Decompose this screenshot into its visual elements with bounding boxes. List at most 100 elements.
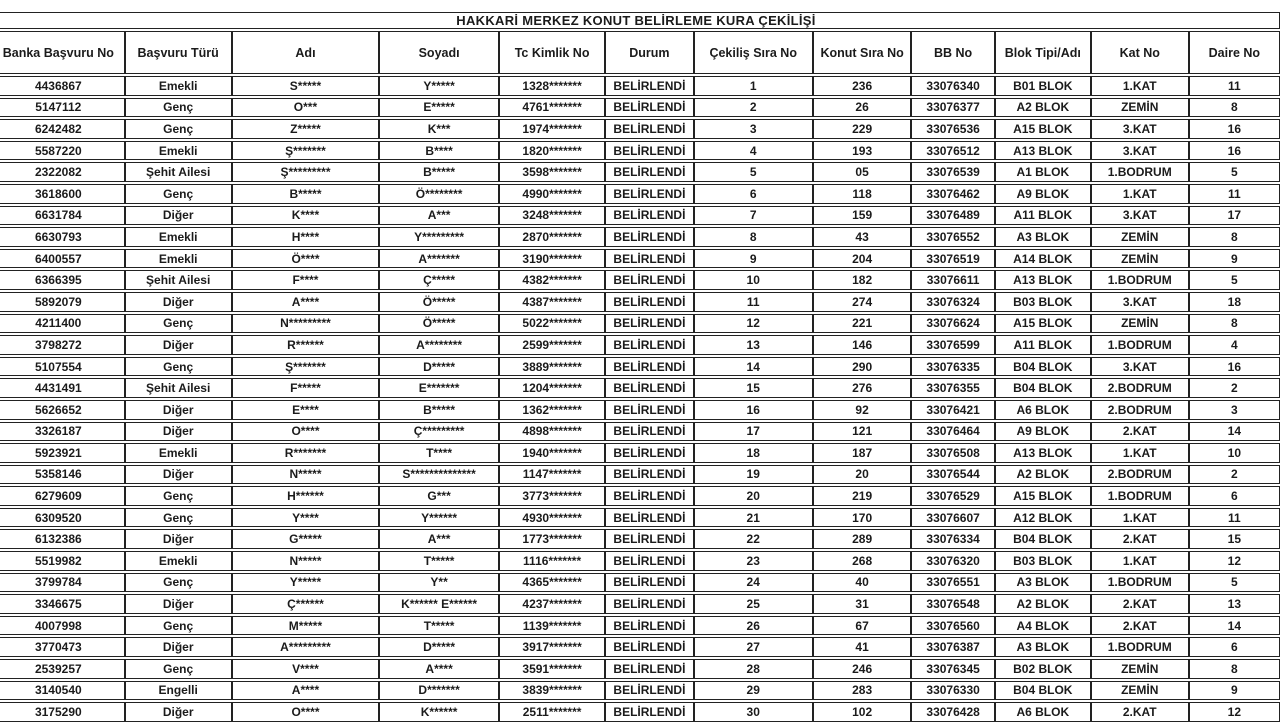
- cell-konut-sira-no: 289: [812, 529, 912, 550]
- cell-adi: Y*****: [231, 572, 380, 593]
- cell-daire-no: 16: [1188, 119, 1280, 139]
- table-row: 4007998 Genç M***** T***** 1139******* BELİRL…: [0, 615, 1280, 636]
- cell-kat-no: 2.KAT: [1090, 594, 1189, 614]
- cell-blok-tipi-adi: A13 BLOK: [994, 270, 1091, 290]
- cell-kat-no: 3.KAT: [1090, 205, 1189, 226]
- cell-bb-no: 33076421: [911, 399, 995, 420]
- cell-cekilis-sira-no: 2: [693, 97, 813, 118]
- cell-adi: O****: [231, 421, 380, 442]
- cell-konut-sira-no: 41: [812, 637, 912, 658]
- cell-cekilis-sira-no: 7: [693, 205, 813, 226]
- cell-bb-no: 33076624: [911, 313, 995, 334]
- cell-konut-sira-no: 67: [812, 615, 912, 636]
- cell-durum: BELİRLENDİ: [605, 572, 694, 593]
- cell-banka-basvuru-no: 4007998: [0, 615, 125, 636]
- cell-basvuru-turu: Genç: [124, 615, 232, 636]
- cell-kat-no: 1.BODRUM: [1090, 270, 1189, 290]
- cell-daire-no: 10: [1188, 443, 1280, 463]
- cell-cekilis-sira-no: 29: [693, 680, 813, 701]
- cell-durum: BELİRLENDİ: [605, 183, 694, 204]
- cell-cekilis-sira-no: 3: [693, 119, 813, 139]
- cell-bb-no: 33076508: [911, 443, 995, 463]
- cell-bb-no: 33076607: [911, 507, 995, 528]
- cell-durum: BELİRLENDİ: [605, 356, 694, 377]
- cell-basvuru-turu: Diğer: [124, 529, 232, 550]
- cell-konut-sira-no: 182: [812, 270, 912, 290]
- cell-banka-basvuru-no: 5892079: [0, 291, 125, 312]
- cell-durum: BELİRLENDİ: [605, 248, 694, 269]
- cell-bb-no: 33076324: [911, 291, 995, 312]
- table-row: 3799784 Genç Y***** Y** 4365******* BELİRLEND…: [0, 572, 1280, 593]
- cell-tc-kimlik-no: 3889*******: [498, 356, 606, 377]
- cell-blok-tipi-adi: A13 BLOK: [994, 443, 1091, 463]
- cell-blok-tipi-adi: B04 BLOK: [994, 680, 1091, 701]
- cell-adi: K****: [231, 205, 380, 226]
- cell-banka-basvuru-no: 3326187: [0, 421, 125, 442]
- cell-cekilis-sira-no: 13: [693, 335, 813, 355]
- cell-tc-kimlik-no: 4930*******: [498, 507, 606, 528]
- cell-cekilis-sira-no: 27: [693, 637, 813, 658]
- cell-kat-no: 1.KAT: [1090, 443, 1189, 463]
- cell-durum: BELİRLENDİ: [605, 291, 694, 312]
- cell-blok-tipi-adi: A2 BLOK: [994, 97, 1091, 118]
- cell-blok-tipi-adi: A11 BLOK: [994, 335, 1091, 355]
- column-header-banka-basvuru-no: Banka Başvuru No: [0, 31, 125, 74]
- cell-durum: BELİRLENDİ: [605, 551, 694, 571]
- cell-cekilis-sira-no: 12: [693, 313, 813, 334]
- cell-adi: Ş*********: [231, 162, 380, 182]
- cell-soyadi: K***: [379, 119, 499, 139]
- cell-cekilis-sira-no: 23: [693, 551, 813, 571]
- cell-soyadi: S**************: [379, 464, 499, 485]
- cell-kat-no: 2.BODRUM: [1090, 464, 1189, 485]
- cell-banka-basvuru-no: 5107554: [0, 356, 125, 377]
- cell-cekilis-sira-no: 10: [693, 270, 813, 290]
- cell-tc-kimlik-no: 3773*******: [498, 486, 606, 506]
- cell-adi: V****: [231, 659, 380, 679]
- cell-blok-tipi-adi: A3 BLOK: [994, 227, 1091, 247]
- cell-basvuru-turu: Genç: [124, 119, 232, 139]
- cell-tc-kimlik-no: 3917*******: [498, 637, 606, 658]
- cell-bb-no: 33076519: [911, 248, 995, 269]
- cell-soyadi: T*****: [379, 615, 499, 636]
- cell-tc-kimlik-no: 2599*******: [498, 335, 606, 355]
- column-header-konut-sira-no: Konut Sıra No: [812, 31, 912, 74]
- cell-soyadi: Y******: [379, 507, 499, 528]
- table-row: 6366395 Şehit Ailesi F**** Ç***** 4382******…: [0, 270, 1280, 290]
- cell-durum: BELİRLENDİ: [605, 680, 694, 701]
- cell-blok-tipi-adi: A12 BLOK: [994, 507, 1091, 528]
- cell-basvuru-turu: Emekli: [124, 227, 232, 247]
- cell-adi: F*****: [231, 378, 380, 398]
- cell-soyadi: D*******: [379, 680, 499, 701]
- cell-banka-basvuru-no: 3799784: [0, 572, 125, 593]
- cell-blok-tipi-adi: A4 BLOK: [994, 615, 1091, 636]
- cell-banka-basvuru-no: 3140540: [0, 680, 125, 701]
- cell-cekilis-sira-no: 9: [693, 248, 813, 269]
- title-row: HAKKARİ MERKEZ KONUT BELİRLEME KURA ÇEKİ…: [0, 12, 1280, 29]
- cell-basvuru-turu: Genç: [124, 659, 232, 679]
- column-header-cekilis-sira-no: Çekiliş Sıra No: [693, 31, 813, 74]
- cell-tc-kimlik-no: 1940*******: [498, 443, 606, 463]
- cell-blok-tipi-adi: A15 BLOK: [994, 119, 1091, 139]
- cell-cekilis-sira-no: 17: [693, 421, 813, 442]
- cell-durum: BELİRLENDİ: [605, 97, 694, 118]
- cell-tc-kimlik-no: 4237*******: [498, 594, 606, 614]
- cell-cekilis-sira-no: 24: [693, 572, 813, 593]
- cell-adi: N*****: [231, 551, 380, 571]
- cell-daire-no: 6: [1188, 486, 1280, 506]
- cell-tc-kimlik-no: 1147*******: [498, 464, 606, 485]
- cell-basvuru-turu: Emekli: [124, 140, 232, 161]
- table-row: 5923921 Emekli R******* T**** 1940******* BEL…: [0, 443, 1280, 463]
- cell-soyadi: Y*****: [379, 76, 499, 96]
- cell-tc-kimlik-no: 4898*******: [498, 421, 606, 442]
- table-row: 6132386 Diğer G***** A*** 1773******* BELİRLE…: [0, 529, 1280, 550]
- cell-banka-basvuru-no: 5587220: [0, 140, 125, 161]
- cell-bb-no: 33076536: [911, 119, 995, 139]
- cell-cekilis-sira-no: 21: [693, 507, 813, 528]
- table-row: 3140540 Engelli A**** D******* 3839******* BE…: [0, 680, 1280, 701]
- cell-bb-no: 33076544: [911, 464, 995, 485]
- cell-daire-no: 2: [1188, 464, 1280, 485]
- cell-blok-tipi-adi: A3 BLOK: [994, 637, 1091, 658]
- cell-kat-no: ZEMİN: [1090, 248, 1189, 269]
- cell-durum: BELİRLENDİ: [605, 313, 694, 334]
- document-title: HAKKARİ MERKEZ KONUT BELİRLEME KURA ÇEKİ…: [0, 12, 1280, 29]
